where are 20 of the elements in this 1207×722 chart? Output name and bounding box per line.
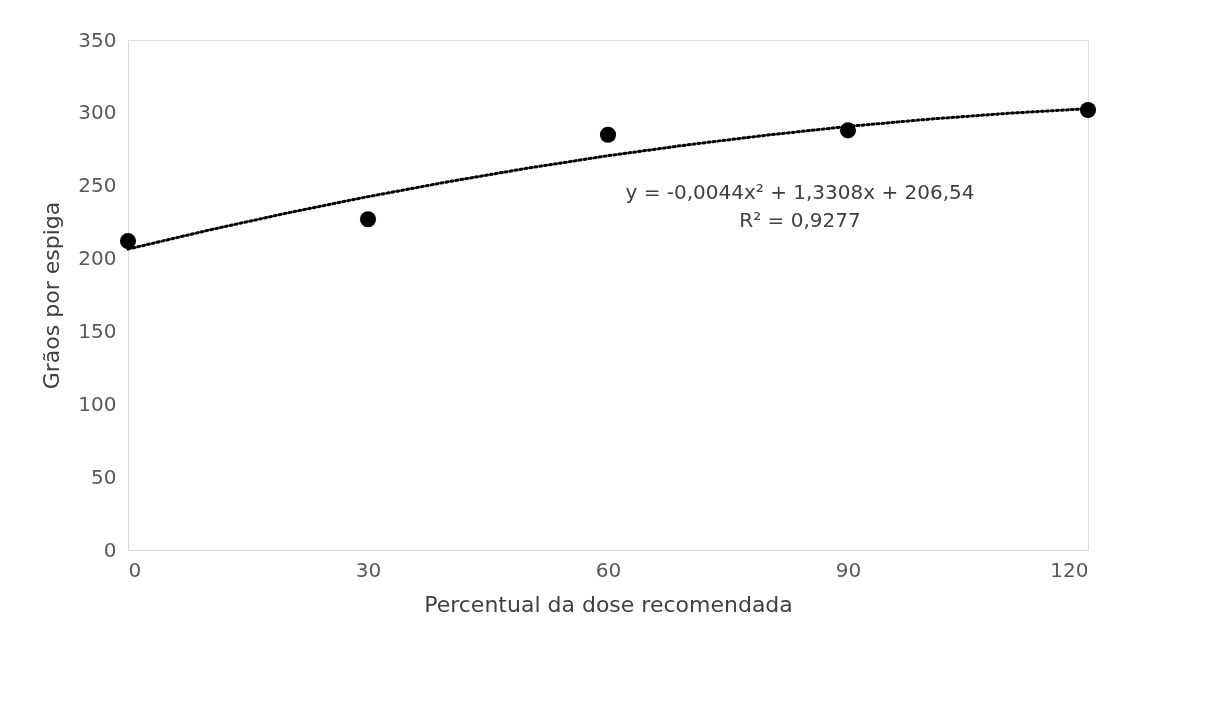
x-tick-label: 90	[835, 557, 862, 582]
x-tick-label: 30	[355, 557, 382, 582]
x-tick-label: 0	[128, 557, 142, 582]
y-tick-label: 0	[103, 537, 117, 562]
y-tick-label: 150	[78, 318, 117, 343]
y-tick-label: 250	[78, 173, 117, 198]
annotation: R² = 0,9277	[739, 208, 861, 232]
y-tick-label: 300	[78, 100, 117, 125]
y-axis-title: Grãos por espiga	[39, 201, 65, 390]
point	[119, 233, 137, 250]
y-tick-label: 350	[78, 27, 117, 52]
x-axis-title: Percentual da dose recomendada	[424, 591, 793, 617]
x-tick-label: 60	[595, 557, 622, 582]
point	[359, 211, 377, 228]
y-tick-label: 50	[91, 464, 117, 489]
annotation: y = -0,0044x² + 1,3308x + 206,54	[625, 180, 975, 204]
x-tick-label: 120	[1050, 557, 1089, 582]
y-tick-label: 200	[78, 246, 117, 271]
y-tick-label: 100	[78, 391, 117, 416]
point	[599, 126, 617, 143]
